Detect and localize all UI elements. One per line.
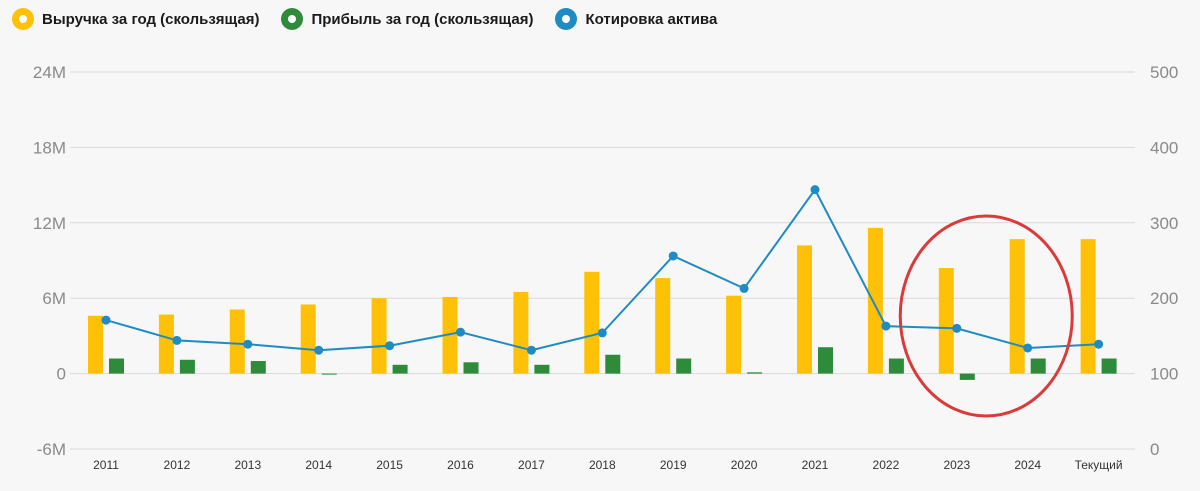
- y-left-tick-label: 18M: [33, 138, 66, 157]
- y-right-tick-label: 0: [1150, 440, 1159, 459]
- price-line-layer: [101, 185, 1104, 355]
- profit-bar[interactable]: [109, 358, 124, 374]
- y-left-tick-label: 12M: [33, 214, 66, 233]
- revenue-bar[interactable]: [158, 314, 174, 374]
- profit-bar[interactable]: [179, 359, 195, 374]
- revenue-bar[interactable]: [867, 227, 883, 374]
- x-tick-label: 2012: [164, 458, 191, 472]
- price-point[interactable]: [314, 345, 324, 355]
- price-point[interactable]: [810, 185, 820, 195]
- legend-dot-revenue-icon: [12, 8, 34, 30]
- x-tick-label: 2021: [802, 458, 829, 472]
- revenue-bar[interactable]: [797, 245, 812, 374]
- x-tick-label: 2024: [1014, 458, 1041, 472]
- annotation-layer: [898, 214, 1074, 418]
- price-point[interactable]: [668, 251, 678, 261]
- highlight-ellipse: [898, 214, 1074, 418]
- profit-bar[interactable]: [676, 358, 692, 374]
- price-point[interactable]: [101, 315, 111, 325]
- revenue-bar[interactable]: [300, 304, 316, 374]
- price-point[interactable]: [243, 339, 253, 349]
- x-tick-label: 2011: [93, 458, 119, 472]
- revenue-bar[interactable]: [229, 309, 245, 374]
- profit-bar[interactable]: [463, 362, 479, 374]
- legend-item-revenue[interactable]: Выручка за год (скользящая): [12, 8, 259, 30]
- profit-bar[interactable]: [888, 358, 904, 374]
- revenue-bar[interactable]: [442, 296, 458, 374]
- profit-bar[interactable]: [321, 373, 337, 375]
- price-point[interactable]: [385, 341, 395, 351]
- x-tick-label: 2015: [376, 458, 403, 472]
- legend-dot-profit-icon: [281, 8, 304, 30]
- axis-layer: -6M 0 6M 12M 18M 24M 0 100 200 300 400 500 2011 2012 2…: [33, 63, 1178, 472]
- revenue-bar[interactable]: [513, 291, 529, 374]
- x-tick-label: 2019: [660, 458, 687, 472]
- y-right-tick-label: 400: [1150, 138, 1178, 157]
- price-point[interactable]: [456, 327, 465, 337]
- legend-item-profit[interactable]: Прибыль за год (скользящая): [281, 8, 533, 30]
- y-left-tick-label: 24M: [33, 63, 66, 82]
- legend-item-price[interactable]: Котировка актива: [555, 8, 717, 30]
- price-point[interactable]: [597, 328, 607, 338]
- x-tick-label: 2023: [943, 458, 970, 472]
- revenue-bar[interactable]: [1080, 239, 1096, 374]
- legend-dot-price-icon: [555, 8, 578, 30]
- price-point[interactable]: [1094, 339, 1104, 349]
- profit-bar[interactable]: [392, 364, 408, 374]
- profit-bar[interactable]: [818, 347, 833, 374]
- x-tick-label: 2016: [447, 458, 474, 472]
- legend-label-revenue: Выручка за год (скользящая): [42, 10, 260, 28]
- revenue-bar[interactable]: [726, 295, 742, 374]
- x-tick-label: 2017: [518, 458, 545, 472]
- price-point[interactable]: [952, 323, 962, 333]
- legend-label-profit: Прибыль за год (скользящая): [311, 10, 534, 28]
- y-right-tick-label: 100: [1150, 365, 1178, 384]
- bars-layer: [88, 227, 1117, 380]
- revenue-bar[interactable]: [584, 271, 600, 374]
- x-tick-label: 2014: [305, 458, 332, 472]
- revenue-bar[interactable]: [88, 315, 103, 374]
- y-right-tick-label: 500: [1150, 63, 1178, 82]
- revenue-bar[interactable]: [371, 298, 387, 374]
- x-tick-label: Текущий: [1075, 458, 1123, 472]
- x-tick-label: 2020: [731, 458, 758, 472]
- y-right-tick-label: 200: [1150, 289, 1178, 308]
- y-left-tick-label: 0: [57, 365, 66, 384]
- x-tick-label: 2022: [873, 458, 900, 472]
- revenue-bar[interactable]: [655, 278, 671, 374]
- price-point[interactable]: [526, 345, 536, 355]
- y-left-tick-label: -6M: [37, 440, 66, 459]
- legend-label-price: Котировка актива: [585, 10, 718, 28]
- price-point[interactable]: [1023, 343, 1033, 353]
- profit-bar[interactable]: [747, 372, 763, 374]
- revenue-bar[interactable]: [1009, 239, 1025, 374]
- price-point[interactable]: [172, 335, 182, 345]
- x-tick-label: 2013: [234, 458, 261, 472]
- price-point[interactable]: [881, 321, 891, 331]
- price-point[interactable]: [739, 283, 749, 293]
- grid-layer: [70, 71, 1135, 450]
- profit-bar[interactable]: [605, 354, 621, 374]
- profit-bar[interactable]: [534, 364, 550, 374]
- profit-bar[interactable]: [959, 373, 975, 380]
- chart-legend: Выручка за год (скользящая) Прибыль за г…: [12, 8, 739, 30]
- y-right-tick-label: 300: [1150, 214, 1178, 233]
- y-left-tick-label: 6M: [42, 289, 66, 308]
- revenue-bar[interactable]: [938, 268, 954, 374]
- profit-bar[interactable]: [1101, 358, 1117, 374]
- profit-bar[interactable]: [250, 361, 266, 374]
- x-tick-label: 2018: [589, 458, 616, 472]
- profit-bar[interactable]: [1030, 358, 1046, 374]
